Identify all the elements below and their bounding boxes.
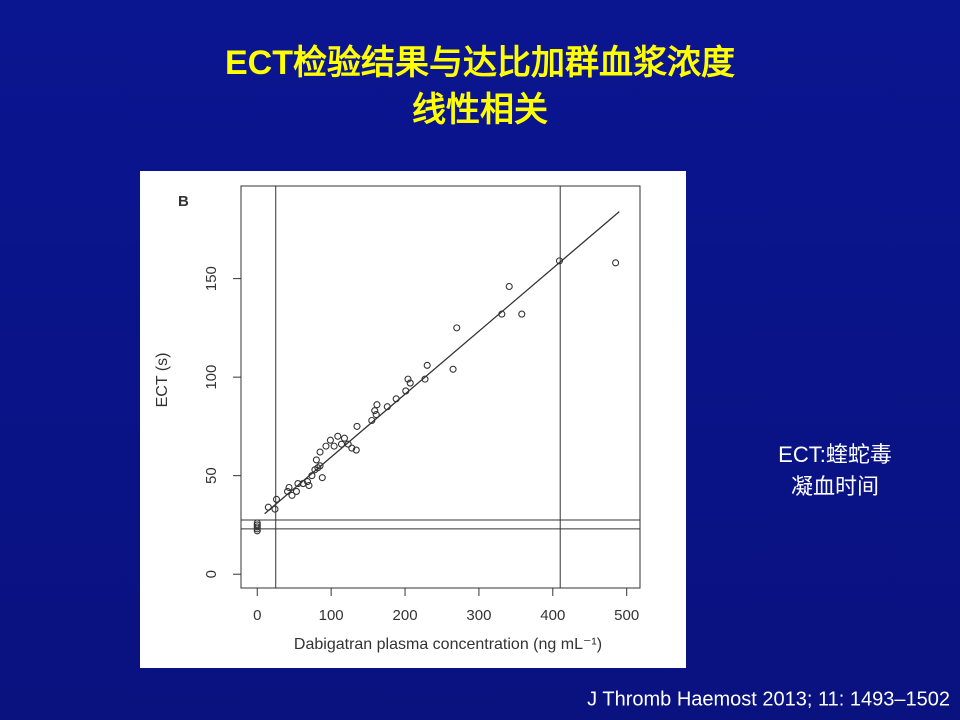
point <box>288 491 296 499</box>
title: ECT检验结果与达比加群血浆浓度 <box>225 43 735 82</box>
point <box>406 379 414 387</box>
x-tick-label: 300 <box>466 607 491 624</box>
point <box>285 483 293 492</box>
x-axis-label: Dabigatran plasma concentration (ng mL⁻¹… <box>294 636 602 653</box>
plot-frame <box>240 185 641 589</box>
point <box>334 432 342 440</box>
point <box>264 503 272 511</box>
point <box>348 444 356 452</box>
title: 线性相关 <box>412 91 548 129</box>
point <box>308 472 316 480</box>
point <box>612 259 620 267</box>
point <box>555 257 564 265</box>
point <box>402 387 410 395</box>
point <box>368 416 376 425</box>
point <box>283 487 292 495</box>
point <box>371 407 379 415</box>
point <box>294 480 302 488</box>
x-tick-label: 200 <box>393 607 418 624</box>
point <box>253 521 261 529</box>
point <box>392 395 400 403</box>
point <box>453 324 461 332</box>
x-tick-label: 100 <box>319 607 344 624</box>
point <box>352 446 360 454</box>
point <box>314 464 322 472</box>
point <box>337 440 346 448</box>
citation: J Thromb Haemost 2013; 11: 1493–1502 <box>587 688 950 710</box>
y-tick-label: 100 <box>203 365 220 390</box>
y-tick-label: 50 <box>203 467 220 484</box>
y-tick-label: 0 <box>203 570 220 578</box>
point <box>253 523 261 531</box>
point <box>373 401 381 409</box>
point <box>340 434 348 442</box>
point <box>505 282 513 291</box>
panel-label: B <box>178 193 189 210</box>
point <box>344 440 352 448</box>
point <box>404 375 412 383</box>
point <box>383 403 391 411</box>
point <box>305 481 313 490</box>
point <box>423 361 431 369</box>
point <box>372 411 380 419</box>
point <box>292 487 300 495</box>
y-tick-label: 150 <box>203 266 220 291</box>
x-tick-label: 0 <box>253 607 261 624</box>
point <box>330 442 338 450</box>
chart-panel <box>140 171 686 668</box>
point <box>353 422 361 430</box>
x-tick-label: 400 <box>540 607 565 624</box>
point <box>498 310 506 318</box>
point <box>312 456 320 464</box>
x-tick-label: 500 <box>614 607 639 624</box>
point <box>449 365 457 373</box>
point <box>303 478 312 486</box>
note: ECT:蝰蛇毒 <box>778 442 892 467</box>
point <box>326 436 334 444</box>
point <box>316 448 324 456</box>
point <box>272 495 281 503</box>
note: 凝血时间 <box>791 474 879 499</box>
point <box>518 310 526 318</box>
point <box>271 505 279 513</box>
point <box>322 442 330 450</box>
point <box>253 519 261 527</box>
point <box>316 462 324 470</box>
point <box>318 474 326 482</box>
y-axis-label: ECT (s) <box>154 353 171 408</box>
fit-line <box>264 211 620 515</box>
point <box>421 375 429 383</box>
